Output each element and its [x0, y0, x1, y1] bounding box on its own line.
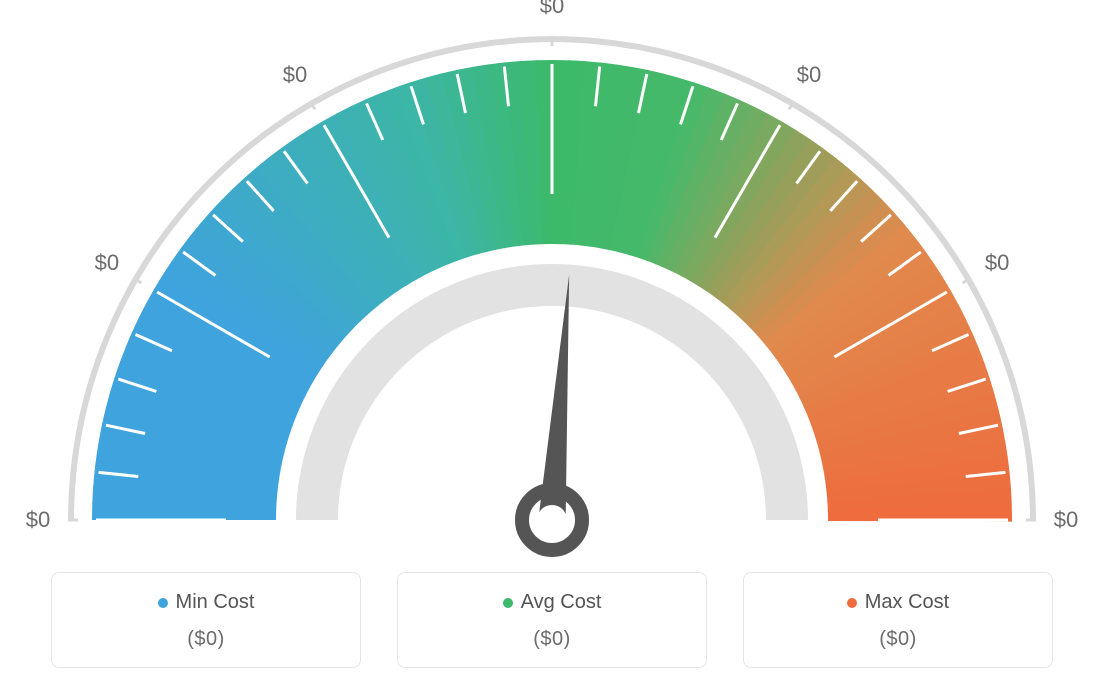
legend-value-avg: ($0): [408, 628, 696, 651]
legend-dot-min: [158, 598, 168, 608]
legend-title-avg: Avg Cost: [503, 591, 602, 614]
gauge-tick-label: $0: [95, 250, 119, 276]
gauge-tick-label: $0: [797, 62, 821, 88]
legend-label-max: Max Cost: [865, 591, 949, 614]
gauge-svg: [0, 0, 1104, 560]
legend-row: Min Cost ($0) Avg Cost ($0) Max Cost ($0…: [0, 572, 1104, 668]
legend-dot-avg: [503, 598, 513, 608]
gauge-chart: $0 $0 $0 $0 $0 $0 $0: [0, 0, 1104, 560]
gauge-tick-label: $0: [283, 62, 307, 88]
legend-card-min: Min Cost ($0): [51, 572, 361, 668]
legend-title-max: Max Cost: [847, 591, 949, 614]
gauge-tick-label: $0: [26, 507, 50, 533]
gauge-tick-label: $0: [1054, 507, 1078, 533]
legend-title-min: Min Cost: [158, 591, 255, 614]
legend-dot-max: [847, 598, 857, 608]
legend-value-min: ($0): [62, 628, 350, 651]
legend-card-max: Max Cost ($0): [743, 572, 1053, 668]
gauge-tick-label: $0: [985, 250, 1009, 276]
legend-value-max: ($0): [754, 628, 1042, 651]
gauge-tick-label: $0: [540, 0, 564, 19]
legend-label-avg: Avg Cost: [521, 591, 602, 614]
legend-card-avg: Avg Cost ($0): [397, 572, 707, 668]
legend-label-min: Min Cost: [176, 591, 255, 614]
